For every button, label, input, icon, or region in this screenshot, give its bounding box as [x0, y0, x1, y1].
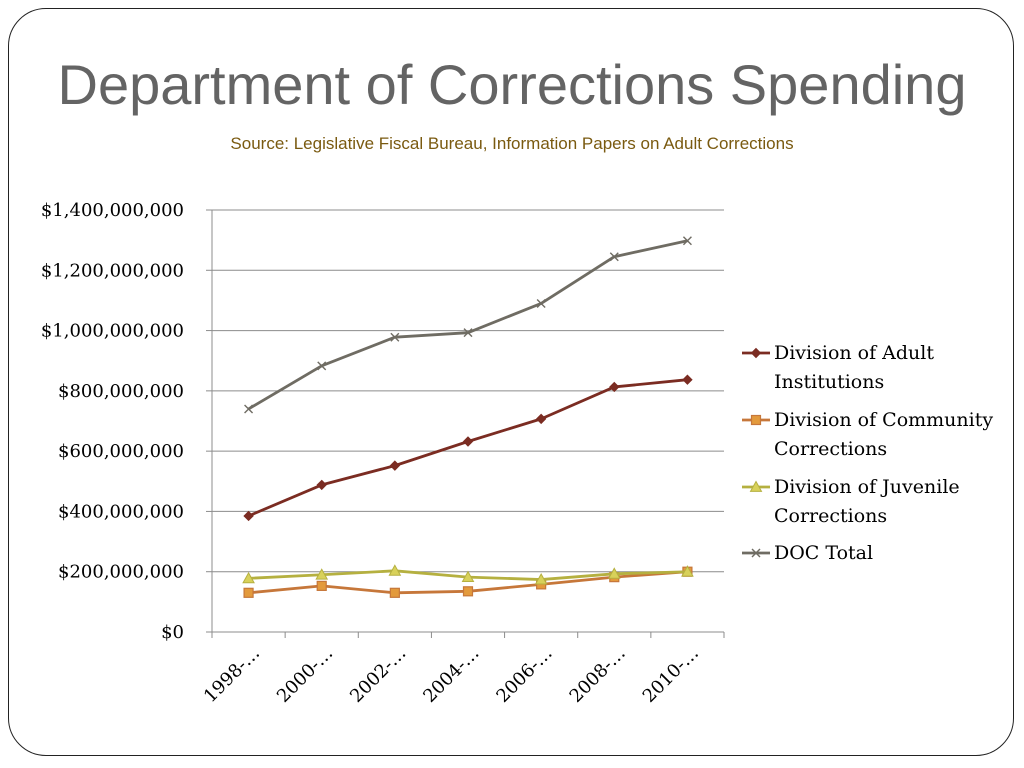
- x-axis-tick-labels: 1998-… 2000-… 2002-… 2004-… 2006-… 2008-… 2010…: [200, 643, 703, 707]
- point-marker: [315, 568, 329, 580]
- y-tick-label: $200,000,000: [58, 562, 184, 583]
- legend-label: Corrections: [774, 438, 887, 460]
- point-marker: [243, 587, 254, 598]
- series-division-of-juvenile-corrections: [242, 564, 694, 585]
- point-marker: [750, 414, 762, 426]
- legend-item: Division of Juvenile Corrections: [742, 476, 960, 527]
- point-marker: [244, 404, 254, 414]
- axes: [206, 209, 725, 638]
- point-marker: [461, 570, 475, 583]
- x-tick-label: 2002-…: [346, 643, 410, 707]
- x-tick-label: 2006-…: [492, 643, 556, 707]
- point-marker: [316, 479, 327, 491]
- point-marker: [389, 460, 401, 471]
- point-marker: [463, 328, 473, 338]
- x-tick-label: 2010-…: [639, 643, 703, 707]
- legend-label: Corrections: [774, 505, 887, 527]
- y-tick-label: $1,400,000,000: [41, 200, 184, 221]
- point-marker: [316, 580, 327, 591]
- series-division-of-adult-institutions: [243, 374, 693, 522]
- series-line: [248, 378, 688, 518]
- legend-label: Division of Adult: [774, 342, 934, 364]
- point-marker: [462, 436, 474, 447]
- gridlines: [212, 209, 724, 573]
- point-marker: [682, 374, 693, 385]
- legend-item: DOC Total: [742, 542, 873, 564]
- x-tick-label: 2004-…: [419, 643, 483, 707]
- slide-frame: [8, 8, 1014, 756]
- y-tick-label: $0: [161, 622, 184, 643]
- point-marker: [534, 573, 548, 585]
- legend-label: DOC Total: [774, 542, 873, 564]
- point-marker: [535, 413, 547, 425]
- slide-subtitle: Source: Legislative Fiscal Bureau, Infor…: [230, 134, 794, 153]
- legend-label: Division of Community: [774, 409, 993, 431]
- y-tick-label: $400,000,000: [58, 501, 184, 522]
- point-marker: [751, 548, 761, 558]
- series-lines: [242, 236, 694, 598]
- x-tick-label: 2000-…: [273, 643, 337, 707]
- point-marker: [682, 236, 692, 246]
- point-marker: [609, 381, 620, 393]
- point-marker: [388, 564, 402, 576]
- point-marker: [242, 571, 255, 584]
- y-tick-label: $800,000,000: [58, 381, 184, 402]
- point-marker: [462, 586, 474, 597]
- point-marker: [536, 298, 546, 308]
- point-marker: [607, 567, 621, 579]
- y-axis-tick-labels: $0 $200,000,000 $400,000,000 $600,000,000 $8…: [41, 200, 184, 643]
- point-marker: [750, 347, 762, 359]
- point-marker: [317, 361, 327, 371]
- point-marker: [681, 565, 694, 577]
- legend-item: Division of Adult Institutions: [742, 342, 934, 393]
- x-tick-label: 1998-…: [200, 643, 264, 707]
- point-marker: [749, 480, 763, 492]
- point-marker: [389, 587, 400, 598]
- legend-label: Institutions: [774, 371, 884, 393]
- y-tick-label: $1,200,000,000: [41, 260, 184, 281]
- legend-item: Division of Community Corrections: [742, 409, 993, 460]
- series-line: [247, 239, 688, 411]
- legend-label: Division of Juvenile: [774, 476, 960, 498]
- x-tick-label: 2008-…: [566, 643, 630, 707]
- point-marker: [243, 510, 254, 522]
- point-marker: [390, 332, 400, 342]
- y-tick-label: $1,000,000,000: [41, 321, 184, 342]
- y-tick-label: $600,000,000: [58, 441, 184, 462]
- series-doc-total: [244, 236, 692, 414]
- point-marker: [609, 252, 619, 262]
- slide-title: Department of Corrections Spending: [57, 53, 967, 116]
